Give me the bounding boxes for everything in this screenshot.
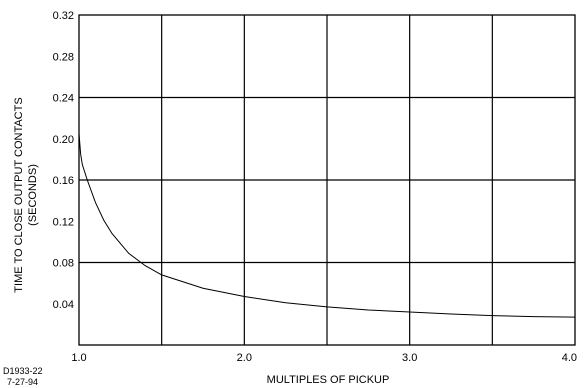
series-layer — [78, 133, 576, 318]
y-tick-label: 0.28 — [53, 51, 74, 63]
grid-lines — [79, 15, 575, 345]
y-axis-label-line-2: (SECONDS) — [27, 164, 39, 226]
y-tick-label: 0.04 — [53, 299, 74, 311]
y-tick-label: 0.24 — [53, 93, 74, 105]
x-tick-label: 4.0 — [562, 352, 577, 364]
y-tick-label: 0.32 — [53, 10, 74, 22]
y-tick-label: 0.16 — [53, 175, 74, 187]
series-line-0 — [78, 133, 576, 318]
x-tick-label: 3.0 — [402, 352, 417, 364]
x-axis-label: MULTIPLES OF PICKUP — [267, 374, 390, 386]
y-tick-label: 0.12 — [53, 216, 74, 228]
drawing-number: D1933-22 — [3, 366, 43, 376]
y-tick-label: 0.08 — [53, 258, 74, 270]
x-tick-label: 1.0 — [71, 352, 86, 364]
drawing-date: 7-27-94 — [7, 377, 38, 387]
x-tick-label: 2.0 — [237, 352, 252, 364]
x-tick-labels: 1.0 2.0 3.0 4.0 — [71, 352, 577, 364]
y-tick-labels: 0.04 0.08 0.12 0.16 0.20 0.24 0.28 0.32 — [53, 10, 74, 311]
plot-frame — [78, 14, 576, 346]
y-axis-label-line-1: TIME TO CLOSE OUTPUT CONTACTS — [13, 97, 25, 292]
y-tick-label: 0.20 — [53, 134, 74, 146]
